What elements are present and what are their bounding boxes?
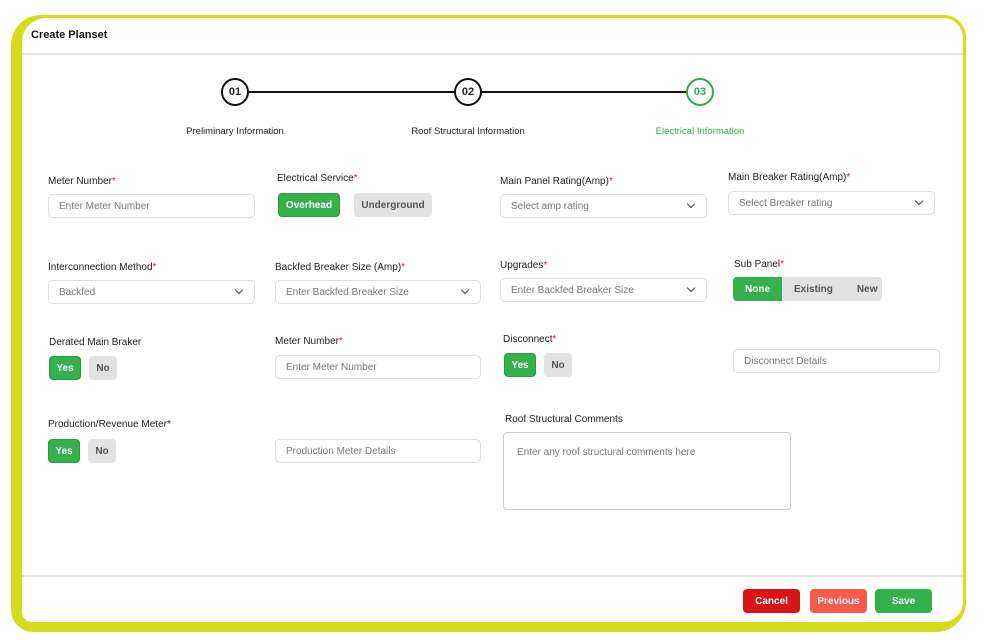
meter-number-2-input[interactable]: Enter Meter Number	[275, 355, 481, 379]
upgrades-label: Upgrades*	[500, 260, 548, 271]
chevron-down-icon	[460, 285, 470, 295]
main-panel-select[interactable]: Select amp rating	[500, 194, 707, 218]
step-connector	[482, 91, 688, 93]
production-no-button[interactable]: No	[88, 439, 116, 463]
roof-comments-textarea[interactable]	[503, 432, 791, 510]
main-breaker-placeholder: Select Breaker rating	[739, 197, 833, 209]
production-yes-button[interactable]: Yes	[48, 439, 80, 463]
production-details-input[interactable]: Production Meter Details	[275, 439, 481, 463]
sub-panel-existing[interactable]: Existing	[794, 283, 833, 295]
main-panel-label: Main Panel Rating(Amp)*	[500, 176, 613, 187]
step-3-circle[interactable]: 03	[686, 78, 714, 106]
modal-title: Create Planset	[31, 29, 108, 41]
sub-panel-segmented: None Existing New	[733, 277, 882, 301]
interconnection-label: Interconnection Method*	[48, 262, 157, 273]
chevron-down-icon	[686, 199, 696, 209]
backfed-select[interactable]: Enter Backfed Breaker Size	[275, 280, 481, 304]
step-connector	[249, 91, 455, 93]
upgrades-select[interactable]: Enter Backfed Breaker Size	[500, 278, 707, 302]
electrical-service-label: Electrical Service*	[277, 173, 358, 184]
backfed-placeholder: Enter Backfed Breaker Size	[286, 286, 409, 298]
chevron-down-icon	[234, 285, 244, 295]
main-panel-placeholder: Select amp rating	[511, 200, 589, 212]
disconnect-details-input[interactable]: Disconnect Details	[733, 349, 940, 373]
save-button[interactable]: Save	[875, 589, 932, 613]
disconnect-label: Disconnect*	[503, 334, 557, 345]
step-2-label: Roof Structural Information	[411, 126, 525, 137]
underground-button[interactable]: Underground	[354, 193, 432, 217]
main-breaker-label: Main Breaker Rating(Amp)*	[728, 172, 851, 183]
step-2-circle[interactable]: 02	[454, 78, 482, 106]
modal-card	[22, 18, 963, 622]
derated-yes-button[interactable]: Yes	[49, 356, 81, 380]
derated-label: Derated Main Braker	[49, 337, 142, 348]
footer-divider	[22, 575, 963, 577]
meter-number-2-label: Meter Number*	[275, 336, 343, 347]
disconnect-no-button[interactable]: No	[544, 353, 572, 377]
cancel-button[interactable]: Cancel	[743, 589, 800, 613]
sub-panel-none[interactable]: None	[733, 277, 782, 301]
production-meter-label: Production/Revenue Meter*	[48, 419, 171, 430]
interconnection-select[interactable]: Backfed	[48, 280, 255, 304]
previous-button[interactable]: Previous	[810, 589, 867, 613]
main-breaker-select[interactable]: Select Breaker rating	[728, 191, 935, 215]
meter-number-label: Meter Number*	[48, 176, 116, 187]
meter-number-input[interactable]: Enter Meter Number	[48, 194, 255, 218]
upgrades-placeholder: Enter Backfed Breaker Size	[511, 284, 634, 296]
sub-panel-label: Sub Panel*	[734, 259, 785, 270]
step-1-label: Preliminary Information	[186, 126, 284, 137]
disconnect-yes-button[interactable]: Yes	[504, 353, 536, 377]
sub-panel-new[interactable]: New	[856, 283, 878, 295]
backfed-label: Backfed Breaker Size (Amp)*	[275, 262, 406, 273]
roof-comments-label: Roof Structural Comments	[505, 414, 623, 425]
chevron-down-icon	[686, 283, 696, 293]
interconnection-value: Backfed	[59, 286, 96, 298]
derated-no-button[interactable]: No	[89, 356, 117, 380]
step-3-label: Electrical Information	[655, 126, 745, 137]
chevron-down-icon	[914, 196, 924, 206]
header-divider	[22, 53, 963, 55]
overhead-button[interactable]: Overhead	[278, 193, 340, 217]
step-1-circle[interactable]: 01	[221, 78, 249, 106]
